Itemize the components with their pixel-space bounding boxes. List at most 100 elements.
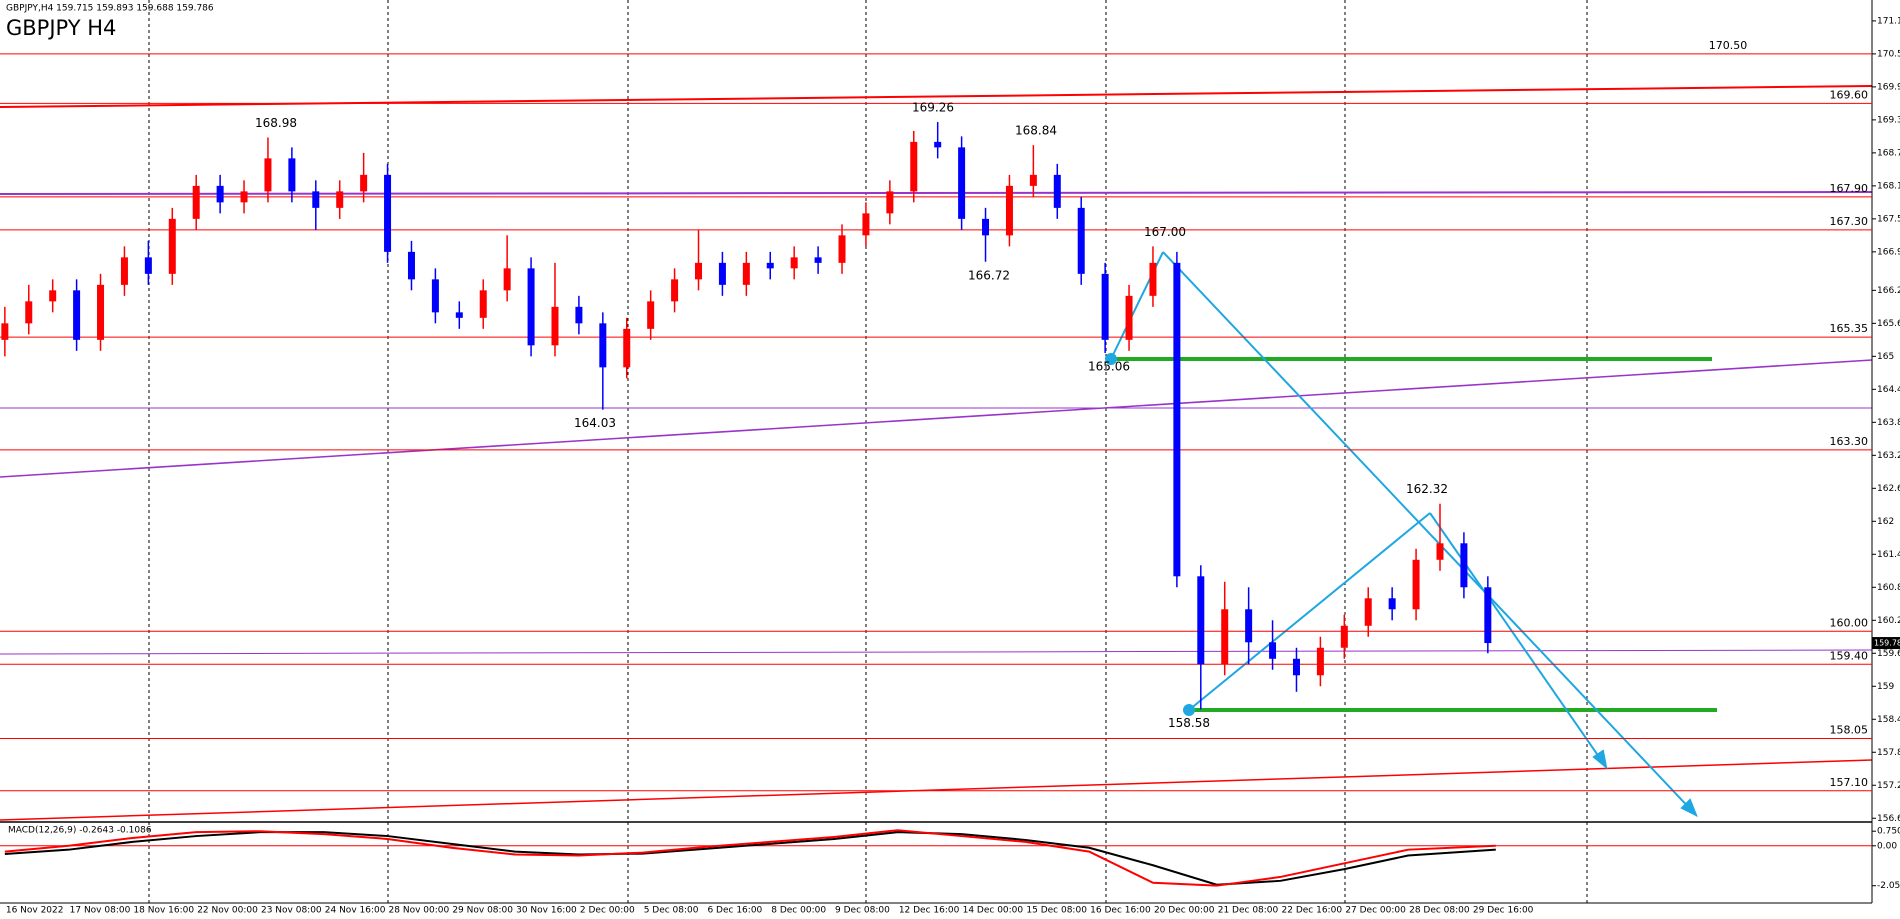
y-tick-label: 169.3 <box>1877 115 1900 125</box>
pattern-line <box>1188 512 1431 711</box>
y-tick-label: 163.8 <box>1877 418 1900 428</box>
level-label: 170.50 <box>1709 39 1748 52</box>
level-label: 167.90 <box>1830 182 1869 195</box>
candle-body <box>192 185 200 219</box>
x-tick-label: 18 Nov 16:00 <box>133 906 194 916</box>
candle-body <box>1 323 9 340</box>
candle-body <box>742 262 750 285</box>
candle-body <box>958 147 966 219</box>
candle-body <box>982 218 990 236</box>
chart-title: GBPJPY H4 <box>6 16 116 40</box>
x-tick-label: 14 Dec 00:00 <box>963 906 1024 916</box>
x-tick-label: 21 Dec 08:00 <box>1218 906 1279 916</box>
y-tick-label: 164.4 <box>1877 385 1900 395</box>
trend-line <box>0 759 1873 821</box>
y-tick-label: 166.2 <box>1877 286 1900 296</box>
y-tick-label: 165 <box>1877 352 1894 362</box>
x-tick-label: 16 Dec 16:00 <box>1090 906 1151 916</box>
x-tick-label: 23 Nov 08:00 <box>261 906 322 916</box>
candle-body <box>695 262 703 280</box>
y-tick-label: 162 <box>1877 517 1894 527</box>
price-tag-box <box>1872 637 1900 650</box>
y-tick-label: -2.052 <box>1877 881 1900 891</box>
candle-body <box>862 213 870 236</box>
x-tick-label: 12 Dec 16:00 <box>899 906 960 916</box>
candle-body <box>623 328 631 368</box>
candle-body <box>1197 576 1205 665</box>
candle-body <box>240 191 248 203</box>
candle-body <box>1484 587 1492 644</box>
candle-body <box>599 323 607 368</box>
candle-body <box>1292 658 1300 676</box>
y-tick-label: 160.8 <box>1877 583 1900 593</box>
y-tick-label: 0.00 <box>1877 841 1897 851</box>
x-tick-label: 29 Dec 16:00 <box>1473 906 1534 916</box>
candle-body <box>288 158 296 192</box>
level-label: 165.35 <box>1830 322 1869 335</box>
candle-body <box>1125 295 1133 340</box>
price-annotation: 164.03 <box>574 416 616 430</box>
candle-body <box>455 312 463 318</box>
x-tick-label: 5 Dec 08:00 <box>644 906 699 916</box>
level-label: 159.40 <box>1830 649 1869 662</box>
price-annotation: 158.58 <box>1168 716 1210 730</box>
price-annotation: 168.84 <box>1015 124 1057 138</box>
x-tick-label: 30 Nov 16:00 <box>516 906 577 916</box>
candle-body <box>575 306 583 324</box>
level-label: 158.05 <box>1830 724 1869 737</box>
x-tick-label: 27 Dec 00:00 <box>1345 906 1406 916</box>
level-label: 169.60 <box>1830 88 1869 101</box>
x-tick-label: 22 Nov 00:00 <box>197 906 258 916</box>
price-annotation: 162.32 <box>1406 482 1448 496</box>
candle-body <box>1460 543 1468 588</box>
price-annotation: 166.72 <box>968 268 1010 282</box>
y-tick-label: 158.4 <box>1877 715 1900 725</box>
trend-line <box>0 191 1873 195</box>
candle-body <box>1029 174 1037 186</box>
x-tick-label: 9 Dec 08:00 <box>835 906 890 916</box>
candle-body <box>407 251 415 280</box>
candle-body <box>910 141 918 192</box>
candle-body <box>1316 647 1324 676</box>
candle-body <box>1077 207 1085 274</box>
candle-body <box>527 268 535 346</box>
pattern-point <box>1183 704 1195 716</box>
candle-body <box>97 284 105 340</box>
candle-body <box>1101 273 1109 340</box>
vertical-grid <box>148 0 1588 903</box>
x-tick-label: 28 Nov 00:00 <box>389 906 450 916</box>
level-label: 163.30 <box>1830 435 1869 448</box>
x-tick-label: 17 Nov 08:00 <box>70 906 131 916</box>
y-tick-label: 157.8 <box>1877 748 1900 758</box>
pattern-point <box>1105 353 1117 365</box>
y-tick-label: 163.2 <box>1877 451 1900 461</box>
y-tick-label: 162.6 <box>1877 484 1900 494</box>
candle-body <box>1221 609 1229 665</box>
candle-body <box>168 218 176 274</box>
x-tick-label: 8 Dec 00:00 <box>771 906 826 916</box>
candle-body <box>144 257 152 274</box>
y-tick-label: 166.9 <box>1877 247 1900 257</box>
candle-body <box>790 257 798 269</box>
candle-body <box>934 141 942 148</box>
pattern-line <box>1162 251 1697 816</box>
candle-body <box>1388 598 1396 610</box>
y-tick-label: 171.1 <box>1877 16 1900 26</box>
level-label: 160.00 <box>1830 616 1869 629</box>
x-tick-label: 20 Dec 00:00 <box>1154 906 1215 916</box>
x-tick-label: 28 Dec 08:00 <box>1409 906 1470 916</box>
candle-body <box>384 174 392 252</box>
y-tick-label: 168.7 <box>1877 148 1900 158</box>
candle-body <box>360 174 368 192</box>
x-tick-label: 2 Dec 00:00 <box>580 906 635 916</box>
candle-body <box>1340 625 1348 648</box>
candle-body <box>503 268 511 291</box>
candle-body <box>1412 559 1420 610</box>
level-label: 167.30 <box>1830 215 1869 228</box>
price-tag: 159.78 <box>1874 639 1900 648</box>
y-tick-label: 156.6 <box>1877 814 1900 824</box>
price-annotation: 165.06 <box>1088 360 1130 374</box>
candle-body <box>1269 642 1277 659</box>
